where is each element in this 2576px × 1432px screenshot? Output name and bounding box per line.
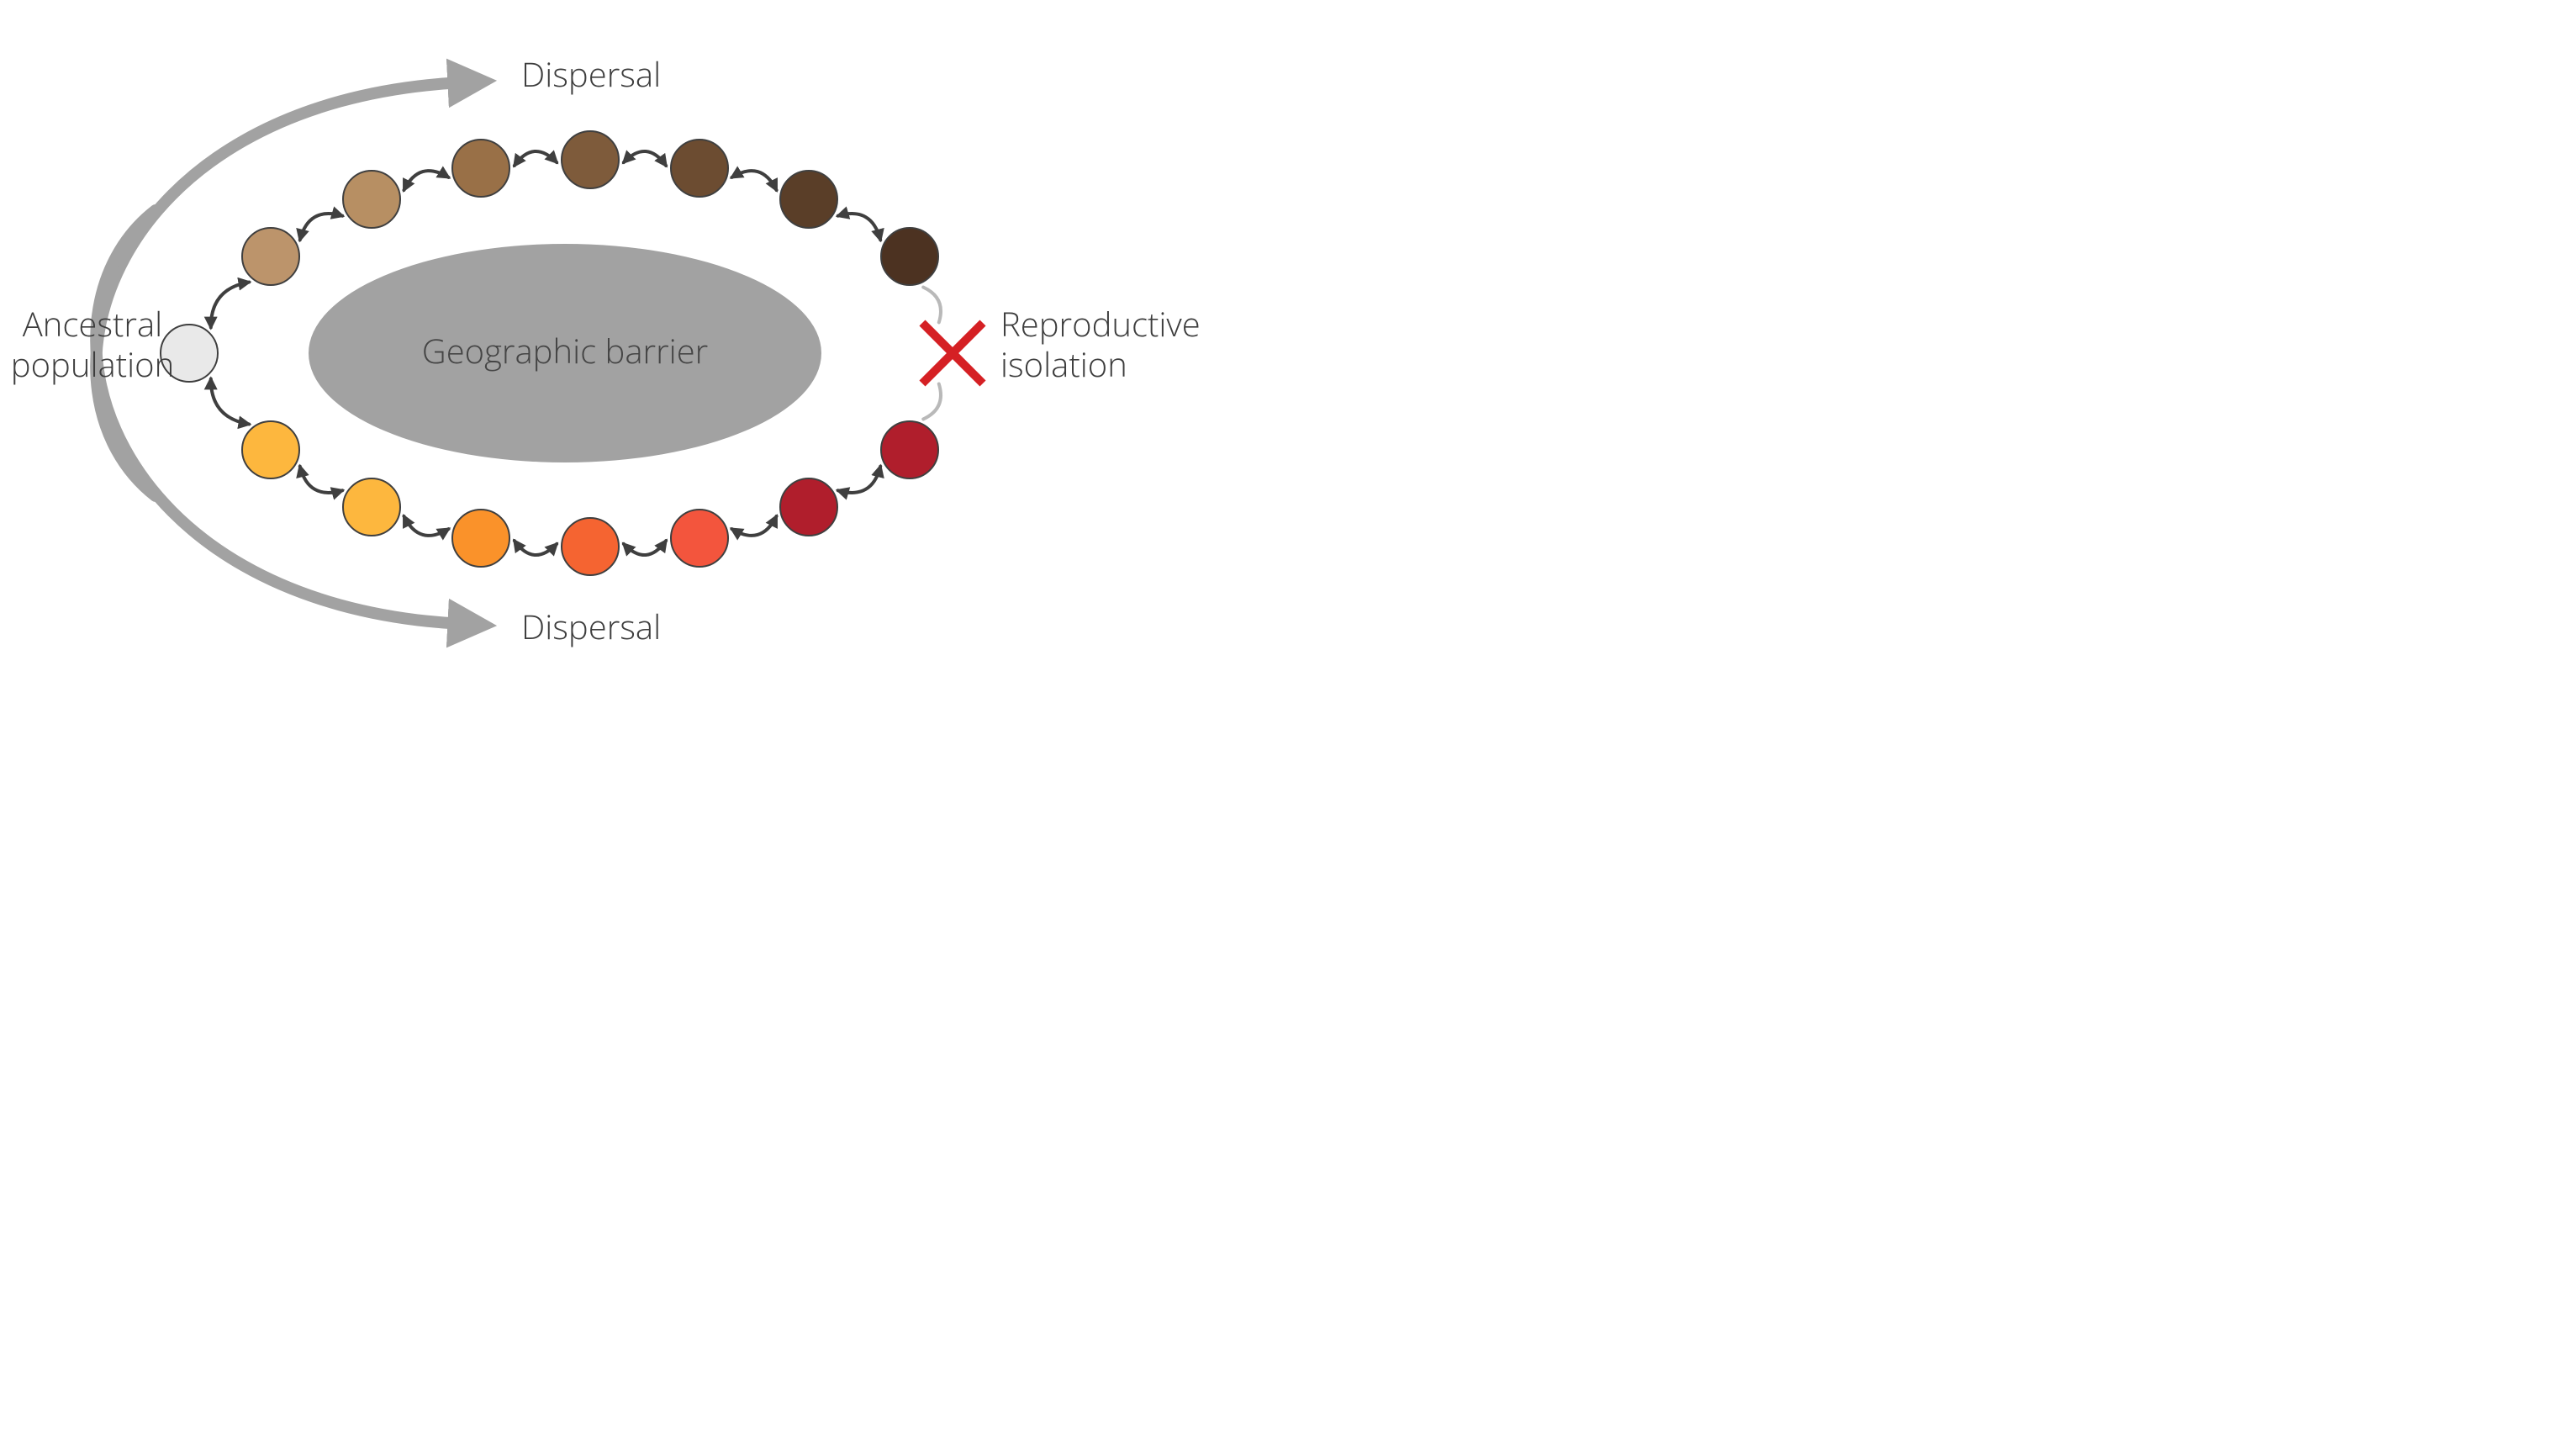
interbreed-connector (300, 467, 342, 493)
lower-node-5 (780, 478, 837, 536)
interbreed-connector (404, 171, 448, 190)
ancestral-population-label: Ancestral (23, 300, 162, 346)
interbreed-connector (211, 283, 249, 328)
reproductive-isolation-label: isolation (1000, 341, 1127, 387)
interbreed-connector (404, 516, 448, 536)
ancestral-population-label: population (11, 341, 174, 387)
lower-node-4 (671, 510, 728, 567)
interbreed-connector (515, 541, 557, 555)
upper-node-5 (780, 171, 837, 228)
interbreed-connector (515, 151, 557, 166)
upper-node-2 (452, 140, 509, 197)
lower-node-1 (343, 478, 400, 536)
lower-node-6 (881, 421, 938, 478)
interbreed-connector (624, 151, 666, 166)
lower-node-3 (562, 518, 619, 575)
interbreed-connector (211, 379, 249, 425)
interbreed-connector (731, 171, 776, 190)
interbreed-connector (731, 516, 776, 536)
dispersal-label-bottom: Dispersal (521, 603, 661, 649)
interbreed-connector (624, 541, 666, 555)
interbreed-connector (838, 214, 880, 240)
interbreed-connector (923, 384, 941, 420)
reproductive-isolation-label: Reproductive (1000, 300, 1201, 346)
upper-node-4 (671, 140, 728, 197)
upper-node-3 (562, 131, 619, 188)
lower-node-0 (242, 421, 299, 478)
interbreed-connector (923, 288, 941, 323)
upper-node-1 (343, 171, 400, 228)
upper-node-0 (242, 228, 299, 285)
geographic-barrier-label: Geographic barrier (422, 327, 708, 373)
lower-node-2 (452, 510, 509, 567)
dispersal-label-top: Dispersal (521, 50, 661, 97)
interbreed-connector (300, 214, 342, 240)
interbreed-connector (838, 467, 880, 493)
ring-species-diagram: Geographic barrier Ancestralpopulation Rep… (0, 0, 1236, 685)
upper-node-6 (881, 228, 938, 285)
